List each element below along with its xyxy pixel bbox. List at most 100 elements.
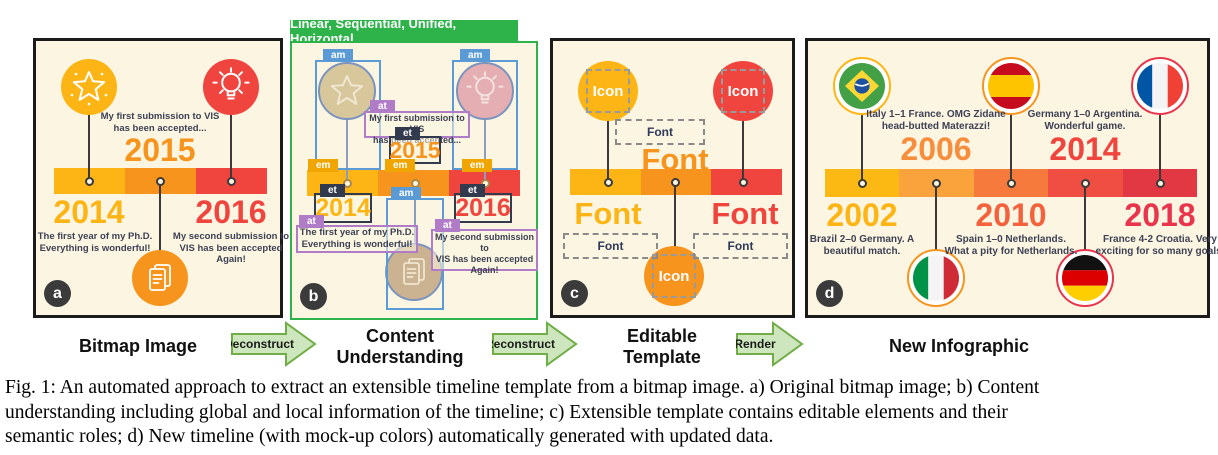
france-flag-icon	[1131, 57, 1189, 115]
caption-line: understanding including global and local…	[5, 401, 1008, 423]
timeline-dot	[1007, 179, 1016, 188]
year-2016: 2016	[455, 193, 511, 222]
timeline-dot	[858, 179, 867, 188]
caption-line: semantic roles; d) New timeline (with mo…	[5, 426, 774, 447]
panel-c-badge: c	[561, 280, 588, 307]
timeline-dot	[227, 177, 236, 186]
figure-caption: Fig. 1: An automated approach to extract…	[5, 376, 1039, 450]
icon-placeholder-box: Icon	[652, 254, 696, 298]
year-2014: 2014	[315, 193, 371, 222]
caption-line: Fig. 1: An automated approach to extract…	[5, 377, 1040, 398]
tag-at: at	[435, 219, 460, 232]
year-2014: 2014	[1049, 131, 1121, 167]
star-glyph	[70, 71, 108, 106]
timeline-bar	[570, 169, 782, 195]
deconstruct-arrow: Deconstruct	[231, 321, 317, 367]
timeline-dot	[343, 179, 352, 188]
brazil-flag-icon	[833, 57, 891, 115]
timeline-dot	[1081, 179, 1090, 188]
connector-line	[1084, 183, 1086, 253]
connector-line	[230, 115, 232, 181]
year-2018: 2018	[1124, 197, 1196, 233]
year-2015: 2015	[389, 136, 441, 163]
lightbulb-icon	[203, 59, 259, 115]
icon-placeholder-box: Icon	[586, 69, 630, 113]
render-arrow-label: Render	[736, 337, 776, 351]
tag-em: em	[308, 159, 339, 172]
connector-line	[88, 115, 90, 181]
annotation-text-bbox	[431, 229, 538, 271]
panel-c-editable-template: Icon Icon Icon Font Font Font Font Font …	[550, 38, 795, 318]
annotation-2014: The first year of my Ph.D. Everything is …	[299, 227, 415, 250]
year-2006: 2006	[900, 131, 972, 167]
tag-am: am	[460, 49, 491, 62]
timeline-dot	[671, 178, 680, 187]
spain-flag-icon	[982, 57, 1040, 115]
connector-line	[742, 119, 744, 183]
documents-glyph	[149, 264, 171, 291]
year-2014: 2014	[53, 194, 125, 230]
icon-placeholder-red: Icon	[713, 61, 773, 121]
timeline-dot	[1156, 179, 1165, 188]
italy-flag-icon	[907, 249, 965, 307]
reconstruct-arrow-label: Reconstruct	[492, 337, 555, 351]
connector-line	[607, 119, 609, 183]
lightbulb-icon-detected	[456, 62, 514, 120]
panel-d-badge: d	[816, 280, 843, 307]
lightbulb-glyph	[466, 71, 504, 104]
connector-line	[935, 183, 937, 253]
year-2010: 2010	[975, 197, 1047, 233]
tag-em: em	[385, 159, 416, 172]
annotation-2006: Italy 1–1 France. OMG Zidane head-butted …	[866, 109, 1006, 132]
annotation-text-bbox	[296, 225, 418, 253]
timeline-dot	[156, 177, 165, 186]
connector-line	[1010, 115, 1012, 183]
tag-am: am	[323, 49, 354, 62]
step-label-bitmap-image: Bitmap Image	[78, 336, 198, 356]
tag-em: em	[462, 159, 493, 172]
connector-line	[346, 119, 348, 183]
year-2015: 2015	[124, 132, 196, 168]
timeline-dot	[604, 178, 613, 187]
tag-et: et	[395, 127, 420, 140]
panel-a-bitmap-image: My first submission to VIS has been accep…	[33, 38, 289, 318]
connector-line	[1159, 115, 1161, 183]
connector-line	[159, 181, 161, 251]
step-label-content-understanding: Content Understanding	[336, 326, 464, 367]
year-2002: 2002	[826, 197, 898, 233]
font-placeholder-box: Font	[563, 233, 658, 259]
step-label-editable-template: Editable Template	[623, 326, 701, 367]
tag-et: et	[320, 184, 345, 197]
font-placeholder-box: Font	[693, 233, 788, 259]
annotation-2016: My second submission to VIS has been acce…	[172, 231, 290, 265]
panel-b-badge: b	[300, 283, 327, 310]
reconstruct-arrow: Reconstruct	[492, 321, 578, 367]
documents-icon	[132, 250, 188, 306]
annotation-2014: The first year of my Ph.D. Everything is …	[37, 231, 153, 254]
render-arrow: Render	[736, 321, 804, 367]
star-icon	[61, 59, 117, 115]
tag-am: am	[391, 187, 422, 200]
global-info-banner: Linear, Sequential, Unified, Horizontal	[290, 16, 518, 46]
tag-at: at	[370, 100, 395, 113]
font-placeholder-box: Font	[615, 119, 705, 145]
annotation-2018: France 4-2 Croatia. Very exciting for so …	[1095, 234, 1218, 257]
tag-at: at	[299, 215, 324, 228]
connector-line	[484, 119, 486, 183]
timeline-dot	[739, 178, 748, 187]
icon-placeholder-box: Icon	[721, 69, 765, 113]
panel-d-new-infographic: Italy 1–1 France. OMG Zidane head-butted …	[805, 38, 1218, 318]
panel-b-content-understanding: am am am em em em at My first submission…	[290, 41, 538, 320]
star-glyph	[330, 75, 364, 105]
connector-line	[674, 183, 676, 248]
lightbulb-glyph	[212, 67, 250, 100]
germany-flag-icon	[1056, 249, 1114, 307]
panel-a-badge: a	[44, 280, 71, 307]
timeline-dot	[85, 177, 94, 186]
annotation-2010: Spain 1–0 Netherlands. What a pity for Ne…	[944, 234, 1078, 257]
year-2016: 2016	[195, 194, 267, 230]
step-label-new-infographic: New Infographic	[888, 336, 1029, 356]
